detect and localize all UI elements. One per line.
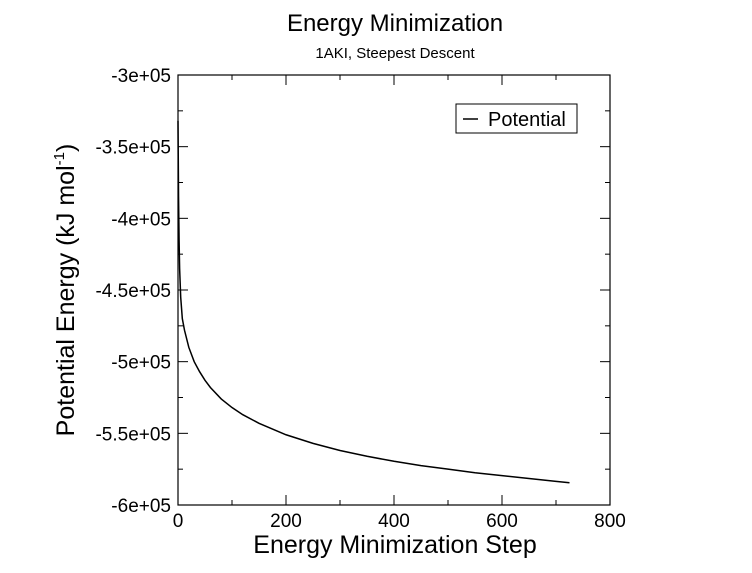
y-tick-label: -3.5e+05 <box>95 138 171 159</box>
axis-ticks <box>177 74 611 506</box>
y-axis-label: Potential Energy (kJ mol-1) <box>51 144 80 437</box>
y-axis-label-main: Potential Energy (kJ mol <box>52 165 80 436</box>
chart-subtitle: 1AKI, Steepest Descent <box>315 45 475 62</box>
y-tick-label: -5.5e+05 <box>95 424 171 445</box>
legend-label-potential: Potential <box>488 109 566 131</box>
y-tick-label: -3e+05 <box>111 66 171 87</box>
x-tick-label: 200 <box>270 511 302 532</box>
plot-frame <box>177 74 611 506</box>
y-tick-label: -4.5e+05 <box>95 281 171 302</box>
chart-title: Energy Minimization <box>287 10 503 37</box>
x-tick-label: 800 <box>594 511 626 532</box>
x-tick-labels: 0 200 400 600 800 <box>173 511 626 532</box>
x-tick-label: 0 <box>173 511 184 532</box>
y-tick-labels: -3e+05 -3.5e+05 -4e+05 -4.5e+05 -5e+05 -5.5e+… <box>95 66 171 517</box>
legend: Potential <box>455 103 578 134</box>
y-axis-label-end: ) <box>52 144 80 152</box>
x-axis-label: Energy Minimization Step <box>253 531 536 559</box>
series-line-potential <box>177 120 570 484</box>
y-tick-label: -6e+05 <box>111 496 171 517</box>
x-tick-label: 600 <box>486 511 518 532</box>
x-tick-label: 400 <box>378 511 410 532</box>
y-tick-label: -5e+05 <box>111 353 171 374</box>
y-tick-label: -4e+05 <box>111 209 171 230</box>
y-axis-label-superscript: -1 <box>51 152 68 165</box>
